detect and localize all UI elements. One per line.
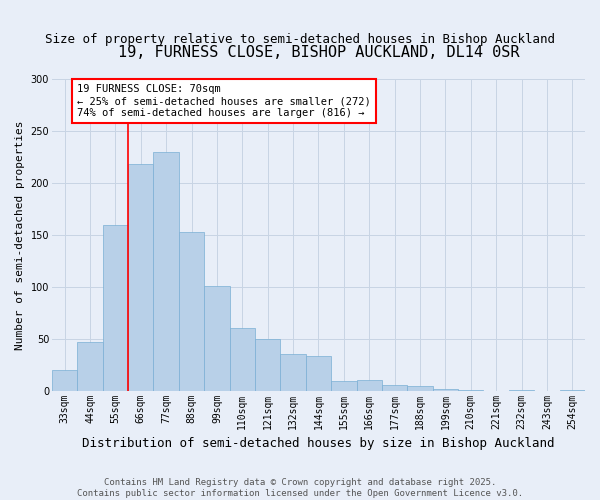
Bar: [52, 370, 77, 390]
Bar: [356, 380, 382, 390]
Bar: [230, 328, 255, 390]
Text: Contains HM Land Registry data © Crown copyright and database right 2025.
Contai: Contains HM Land Registry data © Crown c…: [77, 478, 523, 498]
Bar: [407, 386, 433, 390]
Bar: [179, 232, 204, 390]
Bar: [306, 356, 331, 390]
Title: 19, FURNESS CLOSE, BISHOP AUCKLAND, DL14 0SR: 19, FURNESS CLOSE, BISHOP AUCKLAND, DL14…: [118, 45, 519, 60]
Bar: [128, 164, 154, 390]
Bar: [204, 286, 230, 391]
Bar: [382, 386, 407, 390]
X-axis label: Distribution of semi-detached houses by size in Bishop Auckland: Distribution of semi-detached houses by …: [82, 437, 555, 450]
Text: Size of property relative to semi-detached houses in Bishop Auckland: Size of property relative to semi-detach…: [45, 32, 555, 46]
Bar: [103, 224, 128, 390]
Bar: [154, 152, 179, 390]
Bar: [331, 382, 356, 390]
Bar: [255, 338, 280, 390]
Bar: [433, 388, 458, 390]
Text: 19 FURNESS CLOSE: 70sqm
← 25% of semi-detached houses are smaller (272)
74% of s: 19 FURNESS CLOSE: 70sqm ← 25% of semi-de…: [77, 84, 371, 117]
Bar: [77, 342, 103, 390]
Y-axis label: Number of semi-detached properties: Number of semi-detached properties: [15, 120, 25, 350]
Bar: [280, 354, 306, 390]
